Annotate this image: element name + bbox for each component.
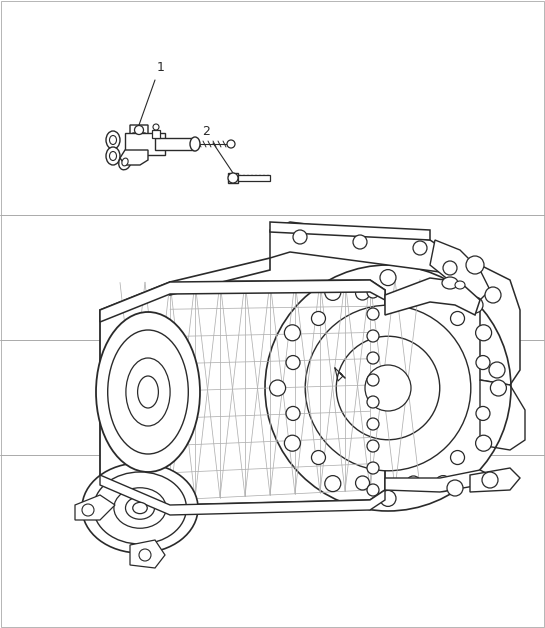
Ellipse shape <box>442 277 458 289</box>
Ellipse shape <box>126 358 170 426</box>
Circle shape <box>435 284 451 300</box>
Ellipse shape <box>467 297 483 313</box>
Ellipse shape <box>122 158 128 166</box>
Polygon shape <box>270 222 470 290</box>
Circle shape <box>367 330 379 342</box>
Circle shape <box>367 418 379 430</box>
Circle shape <box>367 352 379 364</box>
Circle shape <box>407 286 420 300</box>
Circle shape <box>139 549 151 561</box>
Polygon shape <box>152 130 160 138</box>
Circle shape <box>367 440 379 452</box>
Ellipse shape <box>137 376 159 408</box>
Circle shape <box>355 476 370 490</box>
Circle shape <box>284 435 300 451</box>
Circle shape <box>380 269 396 286</box>
Circle shape <box>482 472 498 488</box>
Polygon shape <box>430 240 490 300</box>
Circle shape <box>451 311 464 325</box>
Polygon shape <box>170 258 270 295</box>
Ellipse shape <box>110 151 117 161</box>
Polygon shape <box>480 265 520 385</box>
Circle shape <box>490 380 506 396</box>
Polygon shape <box>270 222 430 240</box>
Circle shape <box>367 374 379 386</box>
Ellipse shape <box>455 281 465 289</box>
Text: 1: 1 <box>157 61 165 74</box>
Polygon shape <box>228 173 238 183</box>
Circle shape <box>336 336 440 440</box>
Ellipse shape <box>114 488 166 528</box>
Circle shape <box>476 406 490 421</box>
Polygon shape <box>100 475 385 515</box>
Polygon shape <box>238 175 270 181</box>
Circle shape <box>265 265 511 511</box>
Circle shape <box>367 396 379 408</box>
Circle shape <box>447 480 463 496</box>
Circle shape <box>82 504 94 516</box>
Polygon shape <box>385 278 480 315</box>
Circle shape <box>485 287 501 303</box>
Polygon shape <box>75 495 115 520</box>
Circle shape <box>325 284 341 300</box>
Circle shape <box>365 365 411 411</box>
Circle shape <box>273 273 503 503</box>
Circle shape <box>443 261 457 275</box>
Polygon shape <box>480 380 525 450</box>
Circle shape <box>153 124 159 130</box>
Ellipse shape <box>190 137 200 151</box>
Circle shape <box>355 286 370 300</box>
Circle shape <box>312 311 325 325</box>
Circle shape <box>284 325 300 341</box>
Ellipse shape <box>106 131 120 149</box>
Circle shape <box>367 462 379 474</box>
Circle shape <box>413 241 427 255</box>
Circle shape <box>325 475 341 492</box>
Circle shape <box>305 305 471 471</box>
Ellipse shape <box>82 463 198 553</box>
Circle shape <box>135 126 143 134</box>
Circle shape <box>227 140 235 148</box>
Polygon shape <box>120 150 148 165</box>
Polygon shape <box>100 280 385 322</box>
Polygon shape <box>130 540 165 568</box>
Ellipse shape <box>228 173 238 183</box>
Circle shape <box>270 380 286 396</box>
Circle shape <box>435 475 451 492</box>
Polygon shape <box>470 468 520 492</box>
Circle shape <box>353 235 367 249</box>
Circle shape <box>380 490 396 506</box>
Ellipse shape <box>110 136 117 144</box>
Circle shape <box>476 435 492 451</box>
Circle shape <box>293 230 307 244</box>
Ellipse shape <box>96 312 200 472</box>
Circle shape <box>367 308 379 320</box>
Circle shape <box>476 355 490 369</box>
Circle shape <box>367 286 379 298</box>
Ellipse shape <box>106 147 120 165</box>
Polygon shape <box>125 133 165 155</box>
Circle shape <box>286 355 300 369</box>
Text: 2: 2 <box>202 125 210 138</box>
Circle shape <box>476 325 492 341</box>
Circle shape <box>407 476 420 490</box>
Circle shape <box>367 484 379 496</box>
Ellipse shape <box>466 256 484 274</box>
Polygon shape <box>385 470 490 492</box>
Ellipse shape <box>133 502 147 514</box>
Circle shape <box>489 362 505 378</box>
Ellipse shape <box>125 497 154 519</box>
Circle shape <box>312 450 325 465</box>
Circle shape <box>451 450 464 465</box>
Ellipse shape <box>94 472 186 544</box>
Circle shape <box>286 406 300 421</box>
Ellipse shape <box>119 154 131 170</box>
Polygon shape <box>155 138 195 150</box>
Polygon shape <box>100 280 385 505</box>
Ellipse shape <box>108 330 189 454</box>
Polygon shape <box>130 125 148 137</box>
